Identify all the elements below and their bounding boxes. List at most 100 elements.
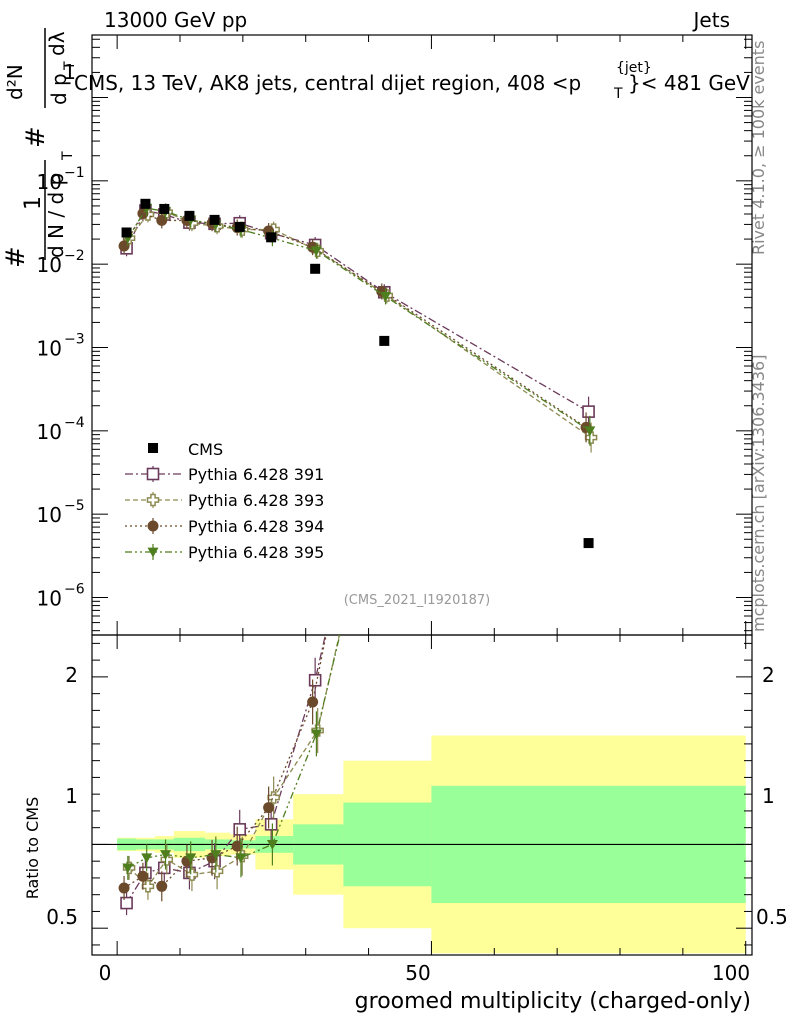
y-tick-main-exp: −4 bbox=[64, 415, 85, 431]
y-tick-ratio-1: 1 bbox=[65, 784, 78, 808]
main-plot-series bbox=[118, 200, 598, 453]
marker bbox=[266, 840, 278, 850]
series-3 bbox=[122, 200, 596, 446]
marker bbox=[120, 896, 133, 910]
marker bbox=[310, 729, 322, 740]
ratio-series-2 bbox=[118, 353, 387, 902]
marker bbox=[266, 232, 277, 243]
marker bbox=[140, 198, 151, 209]
marker bbox=[210, 850, 222, 860]
marker bbox=[146, 493, 160, 507]
svg-text:T: T bbox=[60, 151, 76, 161]
marker bbox=[121, 227, 132, 238]
legend-label: Pythia 6.428 391 bbox=[188, 465, 324, 484]
marker bbox=[146, 467, 160, 481]
y-tick-main-label: 10 bbox=[37, 253, 62, 277]
marker bbox=[234, 221, 245, 232]
y-tick-main-exp: −2 bbox=[64, 248, 85, 264]
marker bbox=[310, 263, 321, 274]
marker bbox=[156, 214, 168, 226]
marker bbox=[235, 853, 247, 864]
energy-label: 13000 GeV pp bbox=[104, 8, 247, 32]
legend-label: Pythia 6.428 395 bbox=[188, 543, 324, 562]
marker bbox=[263, 802, 275, 814]
y-tick-main-label: 10 bbox=[37, 420, 62, 444]
marker bbox=[118, 882, 130, 894]
series-line bbox=[128, 211, 592, 439]
svg-text:d²N: d²N bbox=[3, 64, 27, 100]
svg-text:CMS, 13 TeV, AK8 jets, central: CMS, 13 TeV, AK8 jets, central dijet reg… bbox=[74, 71, 581, 95]
category-label: Jets bbox=[692, 8, 730, 32]
legend: CMS Pythia 6.428 391 Pythia 6.428 393 Pythi… bbox=[125, 440, 324, 562]
marker bbox=[160, 850, 172, 860]
legend-label-cms: CMS bbox=[188, 440, 223, 459]
ratio-line bbox=[128, 635, 340, 888]
marker bbox=[379, 335, 390, 346]
marker bbox=[380, 292, 392, 302]
marker bbox=[584, 426, 596, 437]
marker bbox=[307, 696, 319, 708]
marker bbox=[159, 203, 170, 214]
svg-text:d N / d p: d N / d p bbox=[44, 173, 68, 258]
marker bbox=[582, 405, 595, 418]
y-tick-ratio-2-right: 2 bbox=[762, 663, 775, 687]
series-line bbox=[127, 207, 591, 432]
analysis-label: (CMS_2021_I1920187) bbox=[344, 593, 491, 608]
marker bbox=[147, 547, 159, 558]
svg-text:{jet}: {jet} bbox=[616, 60, 652, 76]
marker bbox=[310, 246, 322, 257]
x-tick-50: 50 bbox=[405, 961, 430, 985]
svg-text:}< 481 GeV: }< 481 GeV bbox=[628, 71, 750, 95]
marker bbox=[184, 210, 195, 221]
svg-text:1: 1 bbox=[21, 196, 46, 210]
series-2 bbox=[118, 205, 592, 443]
y-axis-label-ratio: Ratio to CMS bbox=[23, 797, 42, 899]
y-axis-label-main: # 1 d N / d p T # d²N d p T dλ bbox=[1, 28, 78, 268]
svg-text:d p: d p bbox=[47, 73, 71, 105]
y-tick-main-label: 10 bbox=[37, 170, 62, 194]
cms-data-points bbox=[121, 198, 594, 549]
plot-title: CMS, 13 TeV, AK8 jets, central dijet reg… bbox=[74, 60, 750, 102]
rivet-label: Rivet 4.1.0, ≥ 100k events bbox=[749, 41, 768, 255]
legend-label: Pythia 6.428 393 bbox=[188, 491, 324, 510]
ratio-series-3 bbox=[122, 438, 391, 880]
y-tick-main-exp: −1 bbox=[64, 165, 85, 181]
marker bbox=[233, 823, 247, 836]
marker bbox=[147, 520, 159, 532]
marker bbox=[380, 438, 391, 448]
marker bbox=[308, 673, 322, 687]
svg-text:dλ: dλ bbox=[45, 31, 69, 56]
marker bbox=[209, 214, 220, 225]
y-tick-main-label: 10 bbox=[37, 503, 62, 527]
mcplots-label: mcplots.cern.ch [arXiv:1306.3436] bbox=[749, 355, 768, 632]
svg-text:T: T bbox=[613, 86, 623, 102]
marker bbox=[381, 420, 392, 431]
series-1 bbox=[122, 204, 598, 453]
y-tick-main-label: 10 bbox=[37, 587, 62, 611]
y-tick-main-exp: −3 bbox=[64, 332, 85, 348]
marker bbox=[264, 818, 278, 831]
x-tick-100: 100 bbox=[712, 961, 750, 985]
ratio-line bbox=[127, 635, 341, 869]
ratio-plot-frame bbox=[91, 634, 753, 956]
marker bbox=[137, 870, 149, 882]
series-0 bbox=[120, 202, 595, 427]
marker bbox=[148, 443, 158, 453]
marker bbox=[231, 840, 243, 852]
marker bbox=[185, 853, 197, 864]
y-tick-main-label: 10 bbox=[37, 337, 62, 361]
legend-label: Pythia 6.428 394 bbox=[188, 517, 324, 536]
marker bbox=[122, 863, 134, 874]
marker bbox=[156, 880, 168, 892]
y-tick-main-exp: −6 bbox=[64, 582, 85, 598]
ratio-line bbox=[126, 635, 327, 904]
x-tick-0: 0 bbox=[99, 961, 112, 985]
marker bbox=[141, 853, 153, 864]
marker bbox=[376, 353, 387, 364]
y-tick-main-1: 1 bbox=[63, 60, 76, 84]
y-tick-main-exp: −5 bbox=[64, 498, 85, 514]
svg-text:#: # bbox=[1, 246, 31, 268]
x-axis-label: groomed multiplicity (charged-only) bbox=[355, 989, 751, 1014]
y-tick-ratio-0.5: 0.5 bbox=[46, 905, 78, 929]
svg-text:T: T bbox=[62, 61, 78, 71]
